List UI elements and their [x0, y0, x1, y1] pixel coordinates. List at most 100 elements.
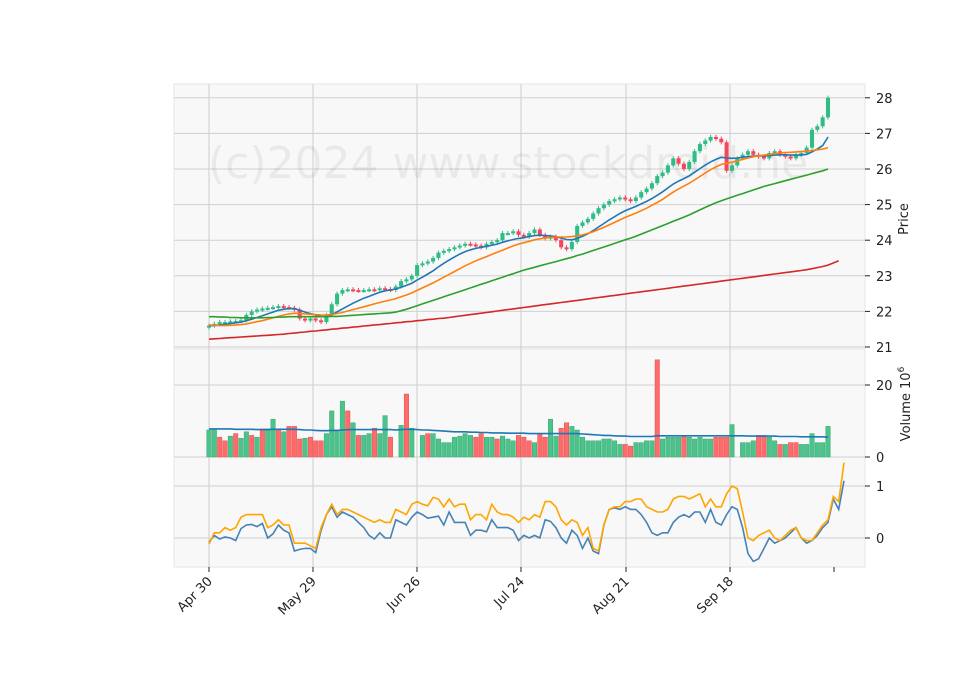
x-axis-label: Jul 24	[491, 574, 528, 611]
volume-bar	[782, 444, 788, 458]
moving-average-line	[208, 146, 829, 327]
volume-bar	[814, 442, 820, 458]
volume-bar	[350, 422, 356, 458]
candle-body	[228, 321, 233, 324]
volume-bar	[222, 440, 228, 458]
candle-body	[596, 208, 601, 214]
volume-bar	[697, 436, 703, 458]
candle-body	[206, 325, 212, 328]
candle-body	[569, 241, 574, 250]
volume-bar	[398, 425, 404, 458]
candle-body	[804, 147, 809, 153]
candle-body	[500, 233, 505, 241]
price-axis-label: 28	[876, 92, 893, 107]
candle-body	[649, 183, 654, 189]
volume-bar	[804, 444, 810, 458]
price-panel	[206, 95, 840, 340]
candle-body	[351, 289, 356, 292]
candle-body	[473, 244, 478, 247]
candle-body	[431, 258, 436, 262]
candle-body	[660, 172, 665, 177]
candle-body	[676, 158, 681, 164]
candle-body	[217, 322, 222, 325]
oscillator-panel-background	[173, 456, 866, 568]
volume-average-line	[209, 428, 829, 438]
volume-bar	[724, 436, 730, 458]
candle-body	[271, 307, 276, 310]
candle-body	[751, 151, 756, 155]
candle-body	[249, 311, 254, 315]
volume-bar	[622, 444, 628, 458]
volume-axis-label-text: Volume	[899, 393, 914, 441]
candle-body	[612, 199, 617, 202]
candle-body	[543, 234, 548, 239]
candle-body	[335, 293, 340, 305]
candle-body	[601, 204, 606, 209]
volume-bar	[217, 436, 223, 458]
volume-bar	[462, 433, 468, 458]
price-panel-background	[173, 83, 866, 350]
volume-bar	[617, 444, 623, 458]
candle-body	[254, 309, 260, 312]
oscillator-line	[208, 480, 845, 563]
volume-panel	[206, 359, 831, 458]
volume-bar	[516, 435, 521, 458]
candle-body	[623, 197, 628, 200]
volume-bar	[772, 440, 778, 458]
volume-bar	[489, 436, 495, 458]
candle-body	[580, 222, 585, 226]
candle-body	[516, 231, 521, 235]
price-axis-label: 23	[876, 270, 893, 285]
candle-body	[788, 156, 793, 159]
volume-bar	[580, 436, 586, 458]
volume-bar	[435, 438, 441, 458]
candle-body	[377, 288, 382, 291]
volume-bar	[371, 427, 377, 458]
volume-bar	[750, 440, 756, 458]
volume-bar	[259, 428, 265, 458]
candle-body	[420, 263, 425, 266]
volume-bar	[478, 433, 484, 458]
volume-bar	[318, 440, 324, 458]
candle-body	[724, 142, 729, 171]
volume-bar	[590, 440, 596, 458]
volume-bar	[548, 418, 554, 458]
volume-bar	[494, 438, 500, 458]
volume-bar	[558, 427, 564, 458]
candle-body	[537, 229, 542, 235]
volume-bar	[766, 436, 772, 458]
candle-body	[260, 308, 265, 311]
volume-bar	[633, 442, 639, 458]
price-axis-label: 26	[876, 163, 893, 178]
volume-bar	[798, 444, 804, 458]
candle-body	[607, 201, 612, 205]
candle-body	[772, 151, 777, 154]
volume-bar	[510, 440, 516, 458]
volume-bar	[446, 442, 452, 458]
volume-bar	[425, 433, 431, 458]
volume-bar	[542, 436, 548, 458]
candle-body	[367, 289, 372, 292]
price-axis-label: 24	[876, 234, 893, 249]
volume-bar	[553, 435, 559, 458]
volume-bar	[334, 429, 340, 458]
candle-body	[329, 304, 334, 315]
volume-bar	[275, 428, 281, 458]
candle-body	[441, 250, 446, 253]
volume-bar	[537, 433, 543, 458]
candle-body	[793, 154, 799, 159]
volume-bar	[254, 436, 260, 458]
candle-body	[687, 161, 692, 169]
volume-bar	[708, 438, 714, 458]
volume-bar	[649, 440, 655, 458]
volume-bar	[345, 410, 351, 458]
volume-bar	[361, 435, 367, 458]
candle-body	[404, 279, 409, 282]
volume-bar	[419, 435, 425, 458]
volume-bar	[676, 436, 682, 458]
volume-bar	[323, 433, 329, 458]
volume-bar	[238, 438, 244, 458]
price-axis-label: 27	[876, 127, 893, 142]
volume-axis-label-power: 6	[897, 366, 907, 372]
volume-bar	[329, 410, 335, 458]
